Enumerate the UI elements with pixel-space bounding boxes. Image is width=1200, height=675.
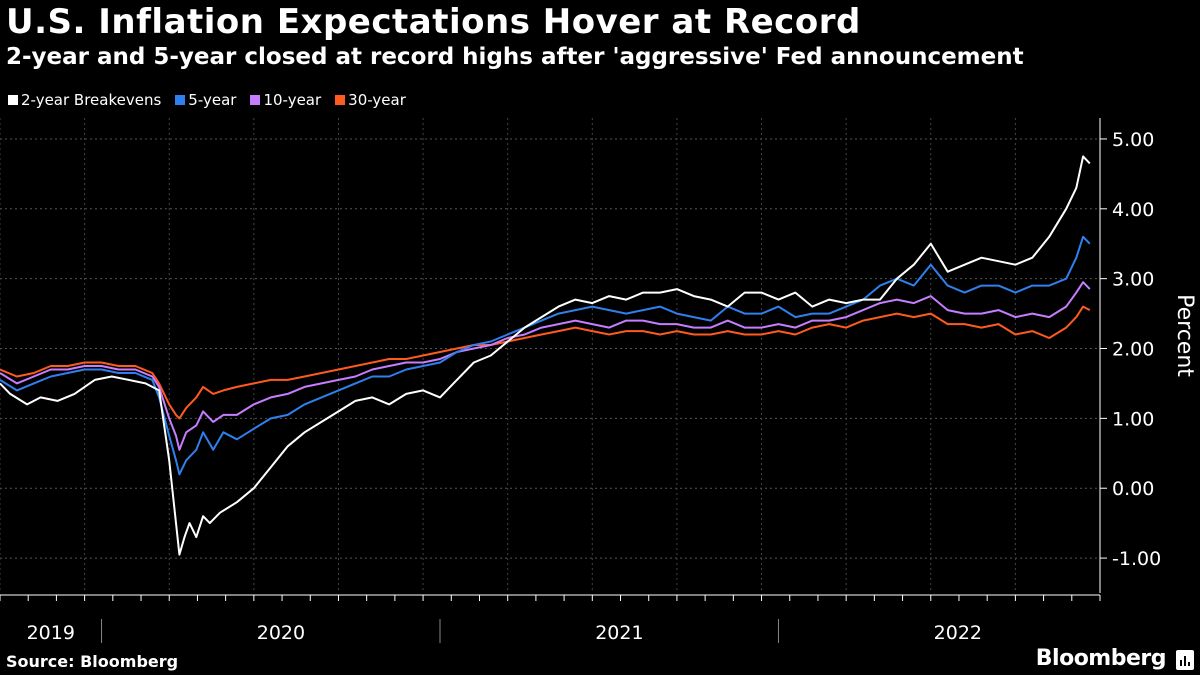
legend-item: 10-year [250, 91, 321, 109]
legend-item: 5-year [175, 91, 236, 109]
x-year-label: 2020 [257, 622, 305, 644]
y-axis-title: Percent [1172, 294, 1197, 377]
y-tick-label: -1.00 [1112, 548, 1161, 570]
series-line-10-year [0, 281, 1091, 451]
legend-item: 2-year Breakevens [8, 91, 161, 109]
legend-item: 30-year [335, 91, 406, 109]
series-line-5-year [0, 235, 1091, 476]
y-tick-label: 4.00 [1112, 199, 1154, 221]
y-tick-label: 1.00 [1112, 408, 1154, 430]
series-line-2-year-breakevens [0, 155, 1091, 556]
bloomberg-logo-icon [1176, 650, 1194, 670]
legend-label: 5-year [188, 91, 237, 109]
x-year-label: 2022 [934, 622, 982, 644]
y-tick-label: 5.00 [1112, 129, 1154, 151]
y-tick-label: 0.00 [1112, 478, 1154, 500]
y-tick-label: 3.00 [1112, 269, 1154, 291]
source-note: Source: Bloomberg [6, 652, 179, 671]
chart-subtitle: 2-year and 5-year closed at record highs… [6, 44, 1024, 70]
legend-label: 2-year Breakevens [21, 91, 162, 109]
brand-logo-text: Bloomberg [1035, 646, 1167, 671]
legend-label: 30-year [348, 91, 406, 109]
x-year-label: 2021 [595, 622, 643, 644]
legend-swatch [250, 95, 261, 105]
legend: 2-year Breakevens 5-year 10-year 30-year [8, 90, 420, 110]
series-line-30-year [0, 305, 1091, 420]
y-tick-label: 2.00 [1112, 339, 1154, 361]
legend-swatch [8, 95, 18, 105]
legend-swatch [175, 95, 186, 105]
x-year-label: 2019 [27, 622, 75, 644]
chart-title: U.S. Inflation Expectations Hover at Rec… [6, 2, 861, 42]
legend-swatch [335, 95, 346, 105]
legend-label: 10-year [263, 91, 322, 109]
